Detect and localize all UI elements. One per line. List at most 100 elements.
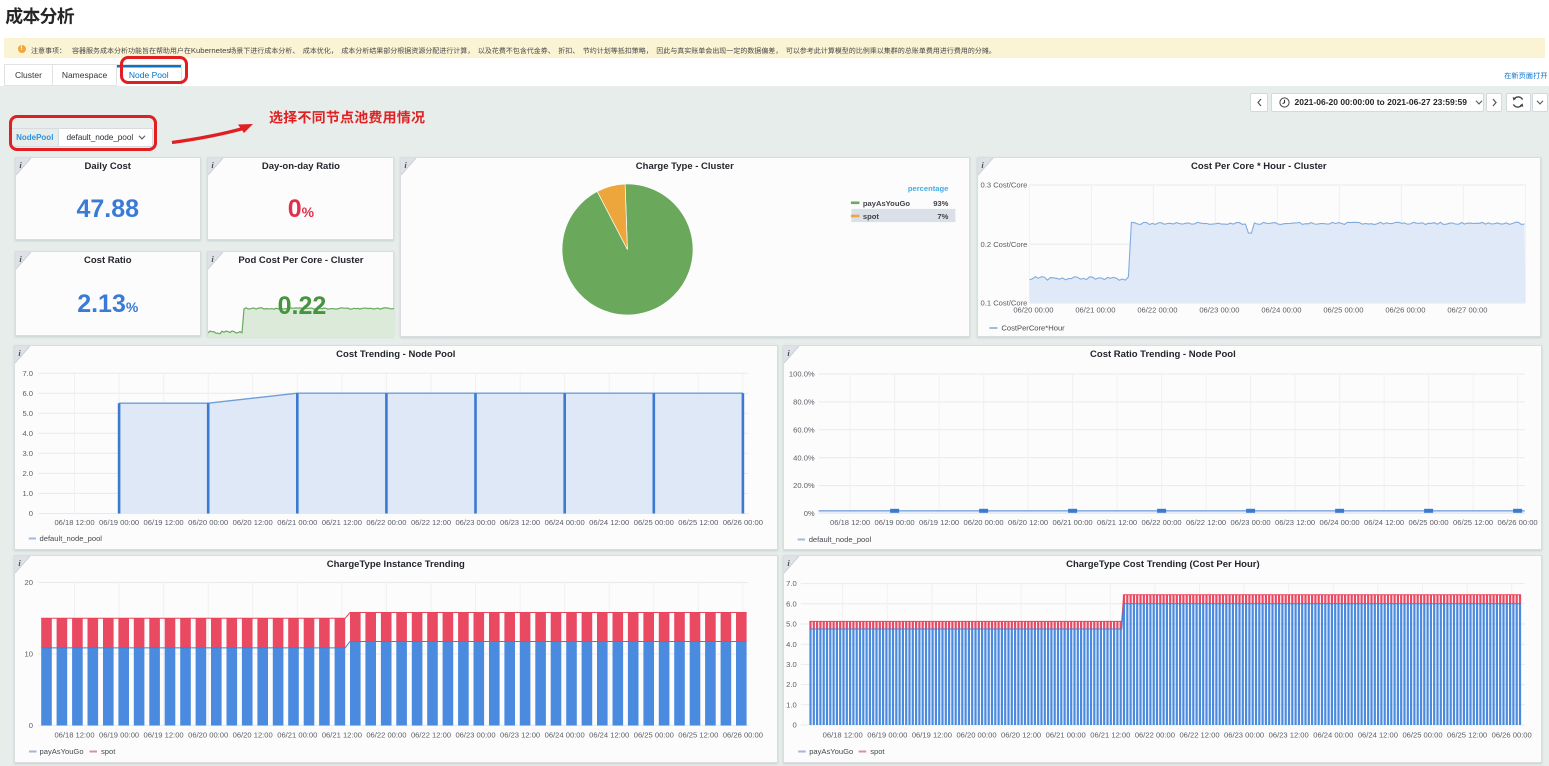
svg-text:06/23 12:00: 06/23 12:00 xyxy=(1269,731,1309,740)
svg-text:i: i xyxy=(212,159,215,169)
svg-text:06/24 12:00: 06/24 12:00 xyxy=(589,518,629,527)
svg-text:i: i xyxy=(212,253,215,263)
svg-text:06/20 12:00: 06/20 12:00 xyxy=(1001,731,1041,740)
svg-text:06/20 00:00: 06/20 00:00 xyxy=(964,518,1004,527)
svg-text:06/21 00:00: 06/21 00:00 xyxy=(1053,518,1093,527)
svg-text:06/19 12:00: 06/19 12:00 xyxy=(919,518,959,527)
svg-text:06/24 00:00: 06/24 00:00 xyxy=(1314,731,1354,740)
svg-text:20.0%: 20.0% xyxy=(793,481,815,490)
svg-text:06/22 00:00: 06/22 00:00 xyxy=(1135,731,1175,740)
svg-text:06/25 00:00: 06/25 00:00 xyxy=(634,518,674,527)
svg-text:06/23 00:00: 06/23 00:00 xyxy=(1224,731,1264,740)
svg-text:80.0%: 80.0% xyxy=(793,398,815,407)
svg-text:06/19 12:00: 06/19 12:00 xyxy=(144,518,184,527)
svg-text:06/23 00:00: 06/23 00:00 xyxy=(1231,518,1271,527)
svg-text:7%: 7% xyxy=(937,212,948,221)
svg-text:06/21 00:00: 06/21 00:00 xyxy=(277,731,317,740)
svg-text:06/21 12:00: 06/21 12:00 xyxy=(322,731,362,740)
svg-text:2.0: 2.0 xyxy=(786,680,797,689)
svg-text:06/20 00:00: 06/20 00:00 xyxy=(957,731,997,740)
svg-text:06/25 12:00: 06/25 12:00 xyxy=(1453,518,1493,527)
svg-text:06/18 12:00: 06/18 12:00 xyxy=(830,518,870,527)
svg-text:i: i xyxy=(788,558,791,568)
svg-text:06/24 00:00: 06/24 00:00 xyxy=(1320,518,1360,527)
svg-text:06/26 00:00: 06/26 00:00 xyxy=(1385,305,1425,314)
svg-text:06/20 12:00: 06/20 12:00 xyxy=(1008,518,1048,527)
svg-text:06/19 00:00: 06/19 00:00 xyxy=(868,731,908,740)
svg-text:i: i xyxy=(788,348,791,358)
svg-text:payAsYouGo: payAsYouGo xyxy=(40,747,84,756)
svg-text:06/22 12:00: 06/22 12:00 xyxy=(1180,731,1220,740)
svg-text:4.0: 4.0 xyxy=(786,640,797,649)
svg-text:06/26 00:00: 06/26 00:00 xyxy=(723,518,763,527)
svg-text:i: i xyxy=(981,159,984,169)
svg-text:0: 0 xyxy=(29,721,33,730)
svg-text:06/25 00:00: 06/25 00:00 xyxy=(1403,731,1443,740)
svg-text:3.0: 3.0 xyxy=(786,660,797,669)
svg-text:CostPerCore*Hour: CostPerCore*Hour xyxy=(1001,323,1065,332)
svg-text:06/22 00:00: 06/22 00:00 xyxy=(366,731,406,740)
svg-text:spot: spot xyxy=(870,747,885,756)
svg-text:06/21 12:00: 06/21 12:00 xyxy=(322,518,362,527)
svg-text:06/22 12:00: 06/22 12:00 xyxy=(411,731,451,740)
svg-text:3.0: 3.0 xyxy=(22,449,33,458)
svg-text:40.0%: 40.0% xyxy=(793,453,815,462)
svg-text:payAsYouGo: payAsYouGo xyxy=(809,747,853,756)
svg-text:0%: 0% xyxy=(804,509,815,518)
svg-text:06/19 00:00: 06/19 00:00 xyxy=(875,518,915,527)
svg-text:0.2 Cost/Core: 0.2 Cost/Core xyxy=(980,239,1027,248)
svg-text:default_node_pool: default_node_pool xyxy=(40,534,103,543)
svg-text:4.0: 4.0 xyxy=(22,429,33,438)
svg-text:06/23 00:00: 06/23 00:00 xyxy=(455,518,495,527)
svg-text:06/20 12:00: 06/20 12:00 xyxy=(233,731,273,740)
svg-text:06/25 00:00: 06/25 00:00 xyxy=(634,731,674,740)
svg-text:06/25 12:00: 06/25 12:00 xyxy=(1447,731,1487,740)
svg-text:06/22 00:00: 06/22 00:00 xyxy=(1137,305,1177,314)
svg-text:06/23 12:00: 06/23 12:00 xyxy=(500,518,540,527)
svg-text:5.0: 5.0 xyxy=(786,620,797,629)
svg-text:06/24 12:00: 06/24 12:00 xyxy=(1364,518,1404,527)
svg-text:1.0: 1.0 xyxy=(786,700,797,709)
svg-text:5.0: 5.0 xyxy=(22,409,33,418)
svg-text:06/21 12:00: 06/21 12:00 xyxy=(1097,518,1137,527)
svg-text:1.0: 1.0 xyxy=(22,489,33,498)
svg-text:0.22: 0.22 xyxy=(278,292,327,320)
svg-text:06/24 00:00: 06/24 00:00 xyxy=(545,518,585,527)
svg-text:06/25 12:00: 06/25 12:00 xyxy=(678,518,718,527)
svg-text:06/26 00:00: 06/26 00:00 xyxy=(723,731,763,740)
svg-text:06/21 00:00: 06/21 00:00 xyxy=(277,518,317,527)
svg-text:06/25 12:00: 06/25 12:00 xyxy=(678,731,718,740)
svg-text:93%: 93% xyxy=(933,198,948,207)
svg-text:06/24 12:00: 06/24 12:00 xyxy=(1358,731,1398,740)
svg-text:06/22 00:00: 06/22 00:00 xyxy=(366,518,406,527)
svg-text:06/26 00:00: 06/26 00:00 xyxy=(1492,731,1532,740)
svg-text:06/23 00:00: 06/23 00:00 xyxy=(1199,305,1239,314)
svg-text:06/20 00:00: 06/20 00:00 xyxy=(188,731,228,740)
svg-text:i: i xyxy=(404,159,407,169)
svg-text:06/21 12:00: 06/21 12:00 xyxy=(1091,731,1131,740)
svg-text:06/19 12:00: 06/19 12:00 xyxy=(912,731,952,740)
svg-text:10: 10 xyxy=(25,650,33,659)
svg-text:06/19 00:00: 06/19 00:00 xyxy=(99,518,139,527)
svg-text:7.0: 7.0 xyxy=(22,369,33,378)
svg-text:i: i xyxy=(18,558,21,568)
svg-text:06/27 00:00: 06/27 00:00 xyxy=(1447,305,1487,314)
svg-text:06/25 00:00: 06/25 00:00 xyxy=(1323,305,1363,314)
svg-text:percentage: percentage xyxy=(907,184,948,193)
svg-text:06/23 12:00: 06/23 12:00 xyxy=(500,731,540,740)
svg-text:spot: spot xyxy=(862,212,879,221)
svg-text:6.0: 6.0 xyxy=(22,389,33,398)
svg-text:06/26 00:00: 06/26 00:00 xyxy=(1498,518,1538,527)
svg-text:60.0%: 60.0% xyxy=(793,425,815,434)
svg-text:i: i xyxy=(19,159,22,169)
svg-text:0.1 Cost/Core: 0.1 Cost/Core xyxy=(980,298,1027,307)
svg-text:20: 20 xyxy=(25,578,33,587)
svg-text:spot: spot xyxy=(101,747,116,756)
svg-text:06/18 12:00: 06/18 12:00 xyxy=(823,731,863,740)
svg-text:06/22 00:00: 06/22 00:00 xyxy=(1142,518,1182,527)
svg-text:06/24 00:00: 06/24 00:00 xyxy=(1261,305,1301,314)
svg-text:06/22 12:00: 06/22 12:00 xyxy=(1186,518,1226,527)
svg-text:Kubernetes: Kubernetes xyxy=(191,46,230,55)
svg-text:i: i xyxy=(19,253,22,263)
svg-text:06/21 00:00: 06/21 00:00 xyxy=(1046,731,1086,740)
